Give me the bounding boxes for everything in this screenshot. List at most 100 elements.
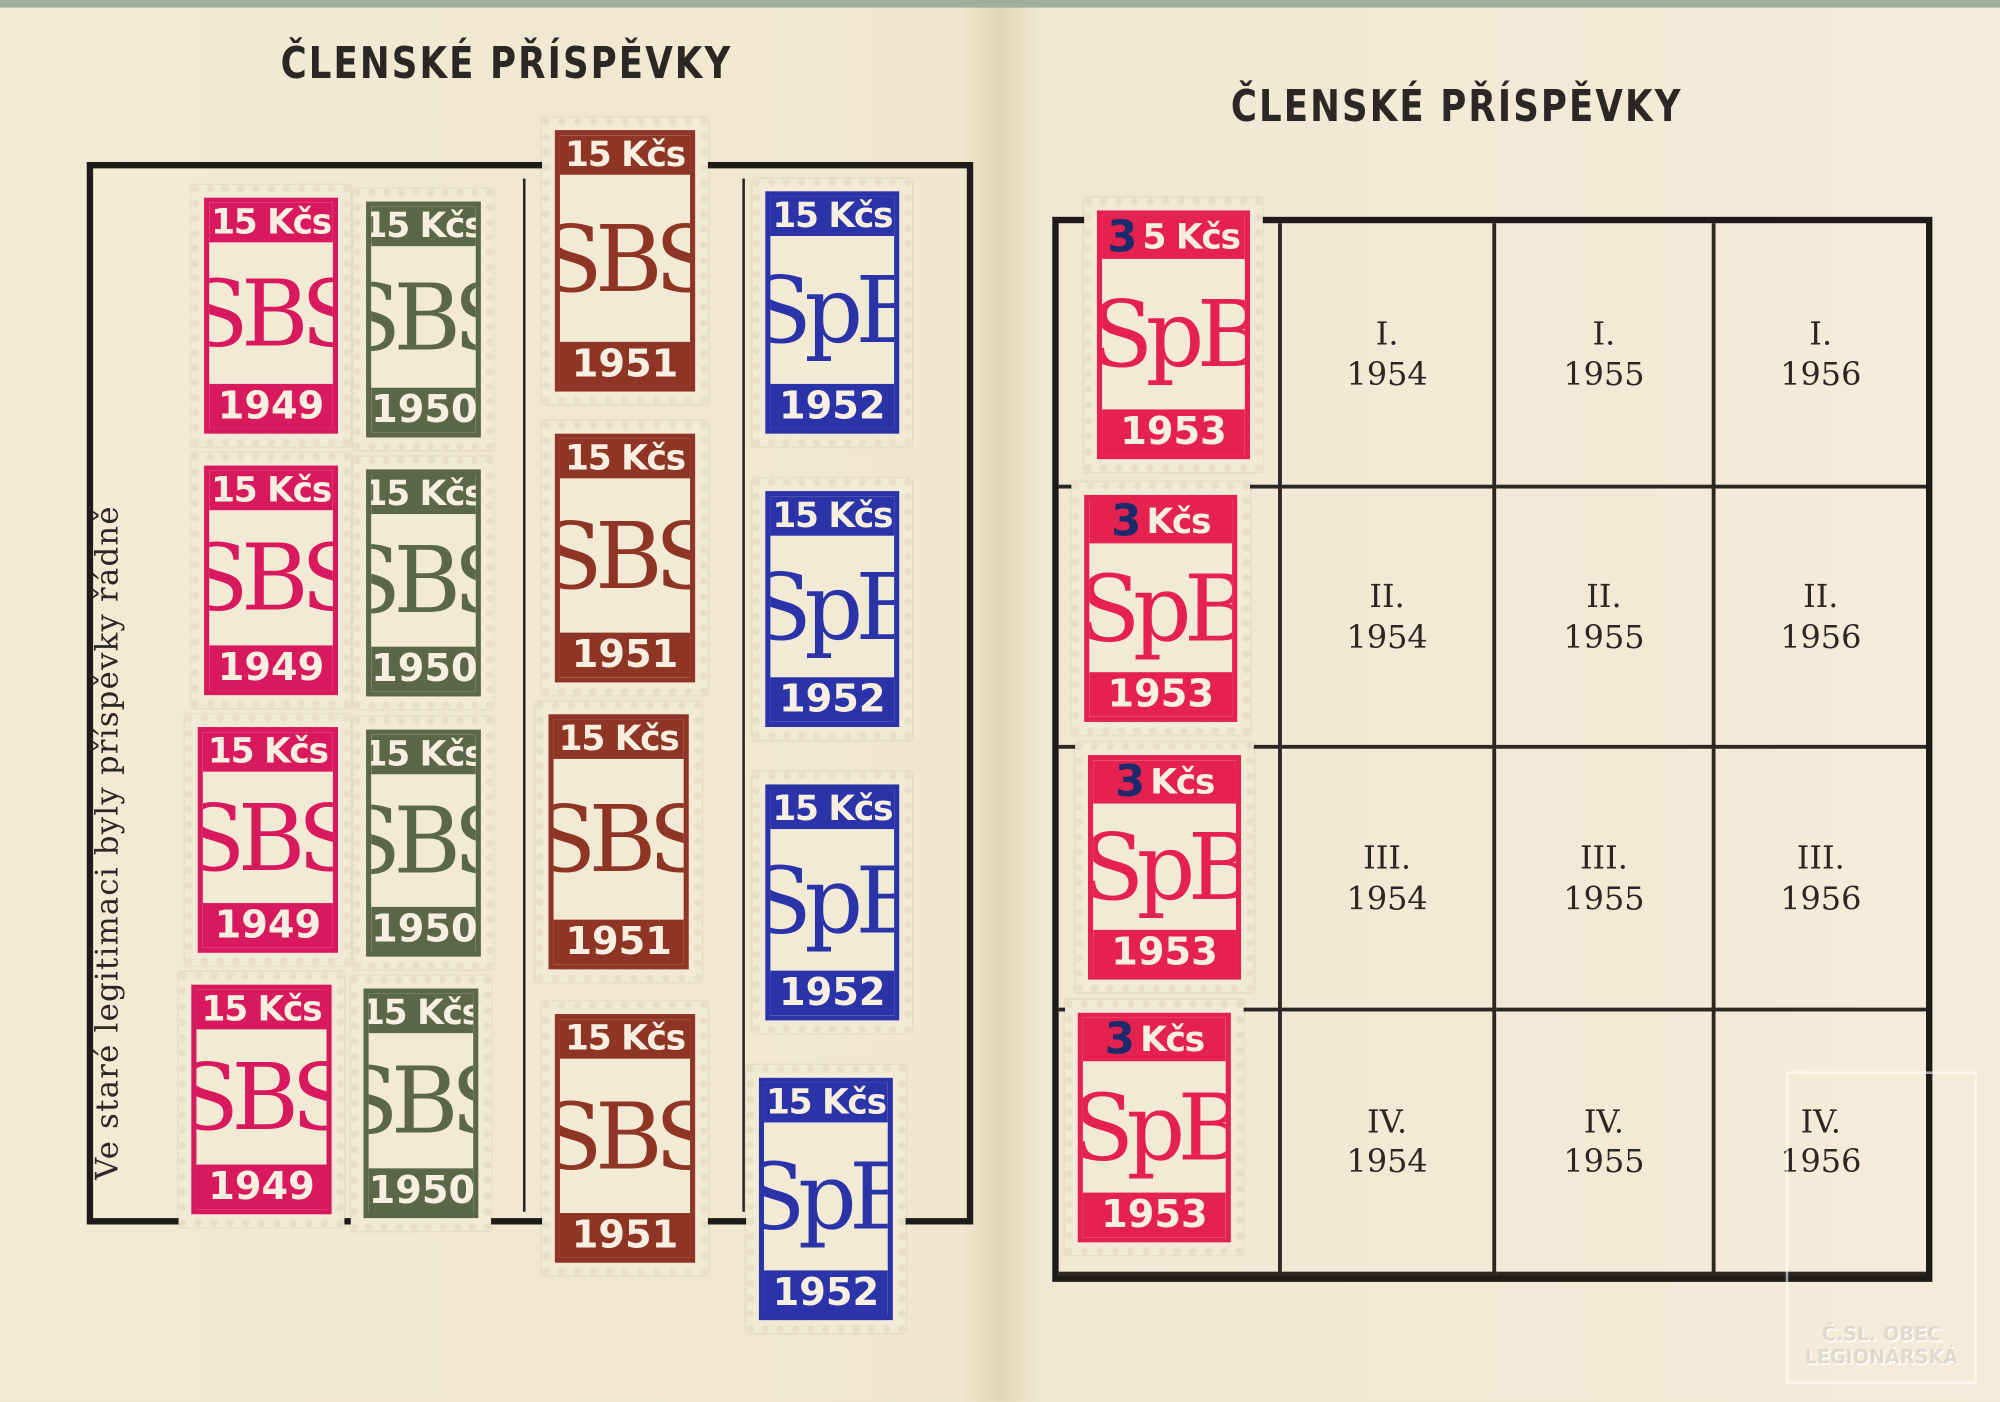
stamp-monogram: SpB <box>1088 813 1242 921</box>
stamp-value: 15 Kčs <box>366 734 481 775</box>
stamp-value: 15 Kčs <box>765 1082 887 1123</box>
quarter-year: 1954 <box>1346 617 1428 655</box>
stamp-year: 1952 <box>770 383 895 429</box>
stamp-year: 1950 <box>368 1168 476 1214</box>
membership-stamp: 3 Kčs SpB 1953 <box>1075 742 1254 993</box>
quarter-cell: I. 1954 <box>1281 223 1497 489</box>
column-divider <box>742 178 745 1212</box>
stamp-header: 15 Kčs <box>209 202 333 243</box>
left-page-side-text: Ve staré legitimaci byly příspěvky řádně <box>89 505 125 1180</box>
stamp-value: 15 Kčs <box>772 196 893 236</box>
stamp-year: 1952 <box>770 677 895 722</box>
watermark-line1: Č.SL. OBEC <box>1821 1322 1941 1346</box>
stamp-monogram: SpB <box>1084 554 1238 662</box>
membership-stamp: 15 Kčs SBS 1951 <box>542 1001 708 1276</box>
stamp-year: 1951 <box>559 632 691 678</box>
membership-stamp: 15 Kčs SpB 1952 <box>752 771 912 1034</box>
quarter-cell: II. 1955 <box>1496 488 1716 749</box>
legion-emblem-watermark: Č.SL. OBEC LEGIONÁRSKÁ <box>1785 1071 1978 1384</box>
watermark-line2: LEGIONÁRSKÁ <box>1804 1345 1959 1369</box>
stamp-overprint: 3 <box>1114 756 1146 808</box>
quarter-year: 1955 <box>1563 355 1645 393</box>
quarter-cell: I. 1955 <box>1496 223 1716 489</box>
quarter-label: IV. <box>1583 1102 1625 1140</box>
quarter-label: III. <box>1363 839 1412 877</box>
quarter-year: 1956 <box>1780 1142 1862 1180</box>
stamp-value: 15 Kčs <box>366 206 481 247</box>
stamp-year: 1951 <box>559 341 691 387</box>
quarter-label: IV. <box>1366 1102 1408 1140</box>
quarter-cell: IV. 1954 <box>1281 1011 1497 1276</box>
quarter-label: II. <box>1803 578 1839 616</box>
stamp-value: 15 Kčs <box>558 719 680 759</box>
quarter-cell: IV. 1956 <box>1715 1011 1927 1276</box>
quarter-year: 1956 <box>1780 355 1862 393</box>
membership-stamp: 15 Kčs SBS 1950 <box>353 188 494 451</box>
stamp-year: 1950 <box>371 906 478 952</box>
stamp-year: 1949 <box>196 1164 327 1210</box>
stamp-header: 3 Kčs <box>1093 756 1236 808</box>
stamp-monogram: SBS <box>209 259 333 367</box>
quarter-year: 1954 <box>1346 355 1428 393</box>
stamp-value: 15 Kčs <box>366 474 481 515</box>
left-page-title: ČLENSKÉ PŘÍSPĚVKY <box>280 38 733 90</box>
stamp-header: 15 Kčs <box>770 496 895 536</box>
stamp-header: 3 Kčs <box>1089 500 1233 544</box>
stamp-header: 15 Kčs <box>368 993 473 1034</box>
quarter-year: 1955 <box>1563 879 1645 917</box>
quarter-year: 1954 <box>1346 879 1428 917</box>
stamp-value: Kčs <box>1140 1019 1205 1060</box>
stamp-overprint: 3 <box>1104 1014 1135 1066</box>
membership-stamp: 15 Kčs SBS 1949 <box>184 714 351 966</box>
stamp-header: 15 Kčs <box>371 206 476 247</box>
stamp-year: 1949 <box>202 903 333 948</box>
stamp-value: 15 Kčs <box>565 1019 686 1059</box>
stamp-overprint: 3 <box>1107 211 1138 263</box>
stamp-monogram: SpB <box>1096 280 1250 388</box>
quarter-label: II. <box>1369 578 1405 616</box>
stamp-year: 1953 <box>1093 929 1236 975</box>
membership-stamp: 15 Kčs SpB 1952 <box>746 1065 906 1333</box>
quarter-label: IV. <box>1800 1102 1841 1140</box>
quarter-cell: I. 1956 <box>1715 223 1927 489</box>
stamp-monogram: SBS <box>560 501 690 610</box>
quarter-label: I. <box>1809 315 1833 353</box>
quarter-label: I. <box>1375 315 1399 353</box>
quarter-label: III. <box>1796 839 1845 877</box>
column-divider <box>522 178 526 1212</box>
stamp-monogram: SBS <box>203 783 333 891</box>
membership-stamp: 15 Kčs SBS 1951 <box>542 117 708 405</box>
stamp-year: 1951 <box>559 1213 691 1258</box>
membership-stamp: 3 Kčs SpB 1953 <box>1071 482 1250 735</box>
stamp-monogram: SpB <box>770 256 894 364</box>
stamp-value: 15 Kčs <box>201 989 323 1030</box>
stamp-year: 1952 <box>764 1270 888 1316</box>
stamp-header: 15 Kčs <box>764 1082 888 1123</box>
stamp-monogram: SpB <box>770 846 894 954</box>
membership-stamp: 15 Kčs SBS 1951 <box>535 701 702 983</box>
quarter-year: 1955 <box>1563 1142 1645 1180</box>
stamp-year: 1953 <box>1082 1192 1226 1238</box>
stamp-year: 1950 <box>371 387 478 433</box>
stamp-value: 15 Kčs <box>565 438 686 479</box>
stamp-header: 15 Kčs <box>202 732 333 772</box>
membership-stamp: 15 Kčs SBS 1950 <box>350 975 492 1231</box>
stamp-value: 15 Kčs <box>772 789 893 830</box>
stamp-value: Kčs <box>1146 501 1211 542</box>
stamp-header: 15 Kčs <box>553 719 684 759</box>
stamp-value: 5 Kčs <box>1142 217 1241 258</box>
quarter-label: III. <box>1579 839 1628 877</box>
stamp-year: 1952 <box>770 970 895 1016</box>
stamp-monogram: SBS <box>554 785 684 893</box>
stamp-header: 15 Kčs <box>209 470 333 511</box>
membership-stamp: 3 Kčs SpB 1953 <box>1065 999 1244 1256</box>
stamp-year: 1951 <box>553 919 684 965</box>
stamp-monogram: SBS <box>371 263 476 371</box>
stamp-value: 15 Kčs <box>363 993 479 1034</box>
quarter-label: I. <box>1592 315 1616 353</box>
stamp-value: 15 Kčs <box>772 496 893 536</box>
stamp-year: 1953 <box>1102 409 1245 455</box>
